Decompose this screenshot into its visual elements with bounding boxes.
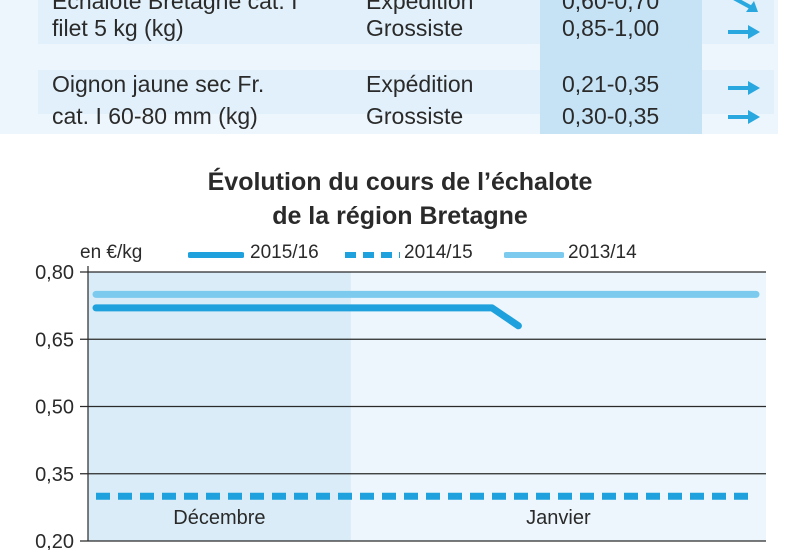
y-tick-label: 0,65	[35, 329, 74, 351]
price-value: 0,30-0,35	[562, 103, 660, 129]
y-tick-label: 0,80	[35, 262, 74, 284]
trend-stable-arrow-icon	[728, 110, 760, 124]
legend-swatch-2015-16	[188, 252, 244, 258]
y-axis-unit-label: en €/kg	[80, 242, 143, 263]
legend-swatch-2013-14	[504, 252, 564, 258]
product-name-line: filet 5 kg (kg)	[52, 15, 184, 41]
trend-stable-arrow-icon	[728, 25, 760, 39]
market-label: Expédition	[366, 71, 474, 97]
y-tick-label: 0,20	[35, 531, 74, 550]
chart-title-line: Évolution du cours de l’échalote	[207, 168, 593, 196]
legend-label-2014-15: 2014/15	[404, 242, 473, 263]
trend-down-arrow-icon	[733, 0, 758, 12]
market-label: Grossiste	[366, 15, 464, 41]
price-value: 0,21-0,35	[562, 71, 660, 97]
month-label-december: Décembre	[173, 507, 265, 529]
price-value: 0,85-1,00	[562, 15, 660, 41]
y-tick-label: 0,50	[35, 397, 74, 419]
month-label-january: Janvier	[526, 507, 591, 529]
chart-title-line: de la région Bretagne	[272, 202, 528, 230]
product-name-line: cat. I 60-80 mm (kg)	[52, 103, 258, 129]
price-value: 0,60-0,70	[562, 0, 660, 14]
product-name-line: Oignon jaune sec Fr.	[52, 71, 265, 97]
product-name-line: Échalote Bretagne cat. I	[52, 0, 298, 14]
legend-swatch-2014-15	[345, 252, 400, 258]
price-table: Échalote Bretagne cat. I filet 5 kg (kg)…	[0, 0, 778, 134]
market-label: Expédition	[366, 0, 474, 14]
y-tick-label: 0,35	[35, 464, 74, 486]
trend-stable-arrow-icon	[728, 81, 760, 95]
series-line-2015-16	[92, 304, 522, 330]
price-column	[540, 0, 702, 134]
market-label: Grossiste	[366, 103, 464, 129]
legend-label-2013-14: 2013/14	[568, 242, 637, 263]
legend-label-2015-16: 2015/16	[250, 242, 319, 263]
